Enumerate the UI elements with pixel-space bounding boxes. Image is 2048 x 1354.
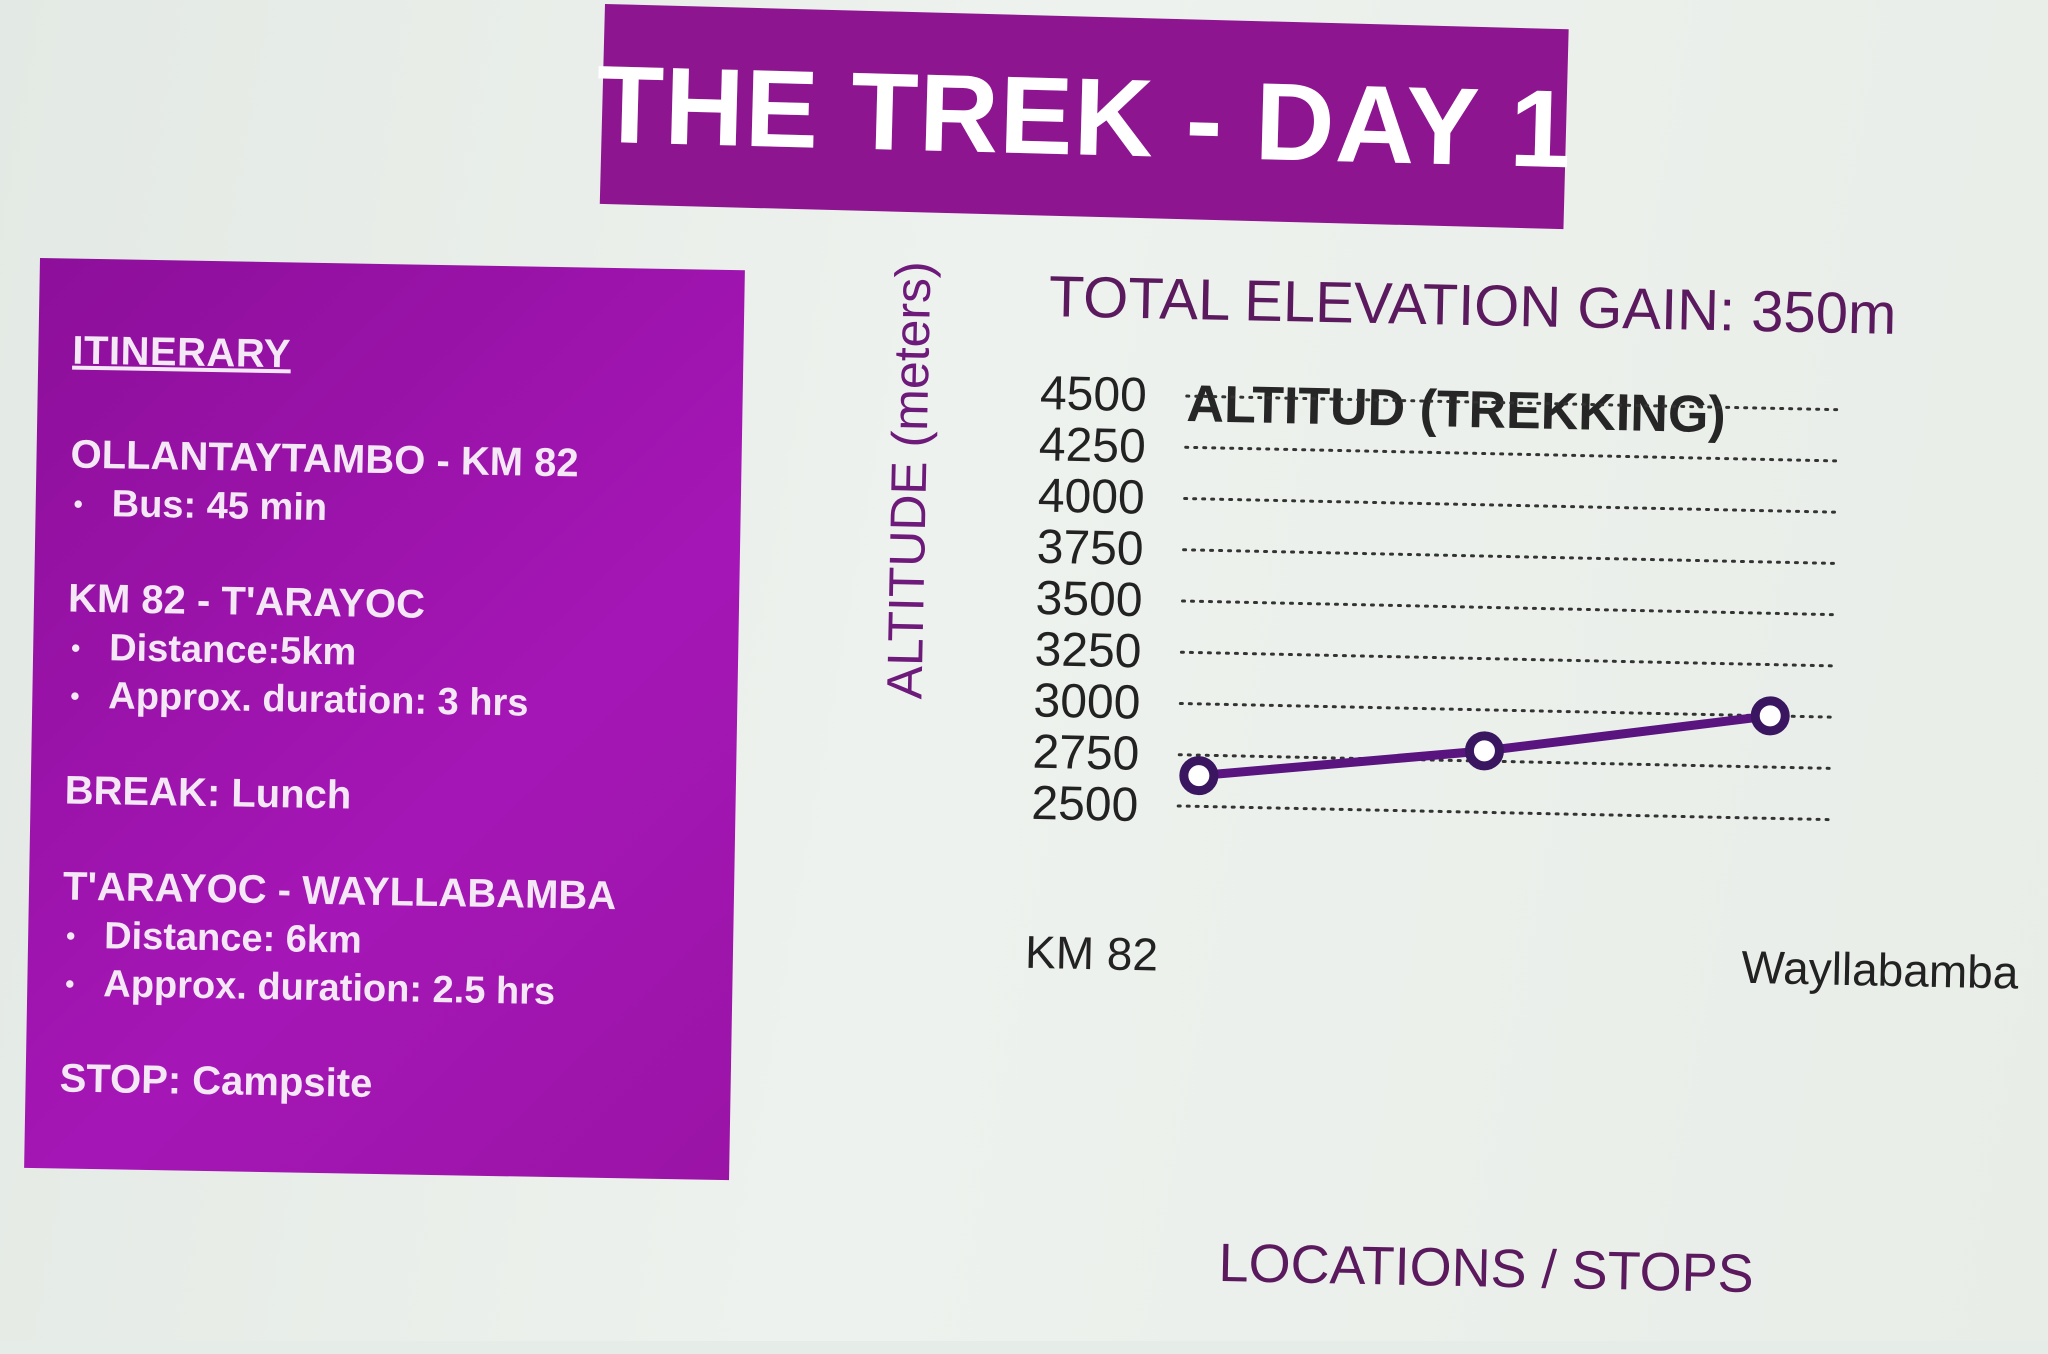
gridline <box>1181 599 1834 617</box>
itinerary-section: OLLANTAYTAMBO - KM 82 Bus: 45 min <box>69 430 712 539</box>
y-tick-label: 3750 <box>1036 521 1144 576</box>
x-tick-label: KM 82 <box>1025 926 1159 981</box>
itinerary-bullet: Approx. duration: 3 hrs <box>66 672 708 731</box>
x-axis-label: LOCATIONS / STOPS <box>1218 1232 1755 1305</box>
itinerary-bullets: Distance:5km Approx. duration: 3 hrs <box>66 624 709 731</box>
gridline <box>1176 804 1830 822</box>
y-tick-label: 4000 <box>1037 469 1145 524</box>
title-banner: THE TREK - DAY 1 <box>595 4 1573 230</box>
y-tick-label: 3000 <box>1033 674 1141 729</box>
altitude-chart: TOTAL ELEVATION GAIN: 350m ALTITUD (TREK… <box>876 240 2040 1354</box>
gridline <box>1178 701 1832 719</box>
itinerary-section-title: STOP: Campsite <box>59 1056 373 1106</box>
slide-title: THE TREK - DAY 1 <box>594 42 1574 191</box>
gridline <box>1184 445 1838 463</box>
itinerary-panel: ITINERARY OLLANTAYTAMBO - KM 82 Bus: 45 … <box>24 258 745 1181</box>
y-tick-label: 3500 <box>1035 572 1143 627</box>
gridline <box>1183 497 1837 514</box>
gridline <box>1182 548 1835 565</box>
itinerary-section: STOP: Campsite <box>59 1053 701 1114</box>
itinerary-section: KM 82 - T'ARAYOC Distance:5km Approx. du… <box>66 574 709 731</box>
itinerary-bullet: Bus: 45 min <box>69 480 711 539</box>
itinerary-heading: ITINERARY <box>72 328 292 377</box>
data-point <box>1179 756 1219 796</box>
itinerary-bullets: Bus: 45 min <box>69 480 711 539</box>
y-tick-label: 3250 <box>1034 623 1142 678</box>
itinerary-section-title: BREAK: Lunch <box>64 768 352 818</box>
data-point <box>1464 731 1504 771</box>
data-point <box>1750 696 1790 736</box>
itinerary-section: BREAK: Lunch <box>64 766 706 827</box>
gridline <box>1177 753 1831 770</box>
itinerary-section: T'ARAYOC - WAYLLABAMBA Distance: 6km App… <box>61 862 704 1019</box>
x-tick-label: Wayllabamba <box>1741 941 2019 999</box>
y-tick-label: 2500 <box>1031 777 1139 832</box>
y-tick-label: 4250 <box>1038 418 1146 473</box>
gridline <box>1185 394 1839 412</box>
y-tick-label: 4500 <box>1039 367 1147 422</box>
y-tick-label: 2750 <box>1032 726 1140 781</box>
itinerary-bullets: Distance: 6km Approx. duration: 2.5 hrs <box>61 911 704 1018</box>
itinerary-bullet: Approx. duration: 2.5 hrs <box>61 959 703 1018</box>
gridline <box>1179 650 1833 668</box>
